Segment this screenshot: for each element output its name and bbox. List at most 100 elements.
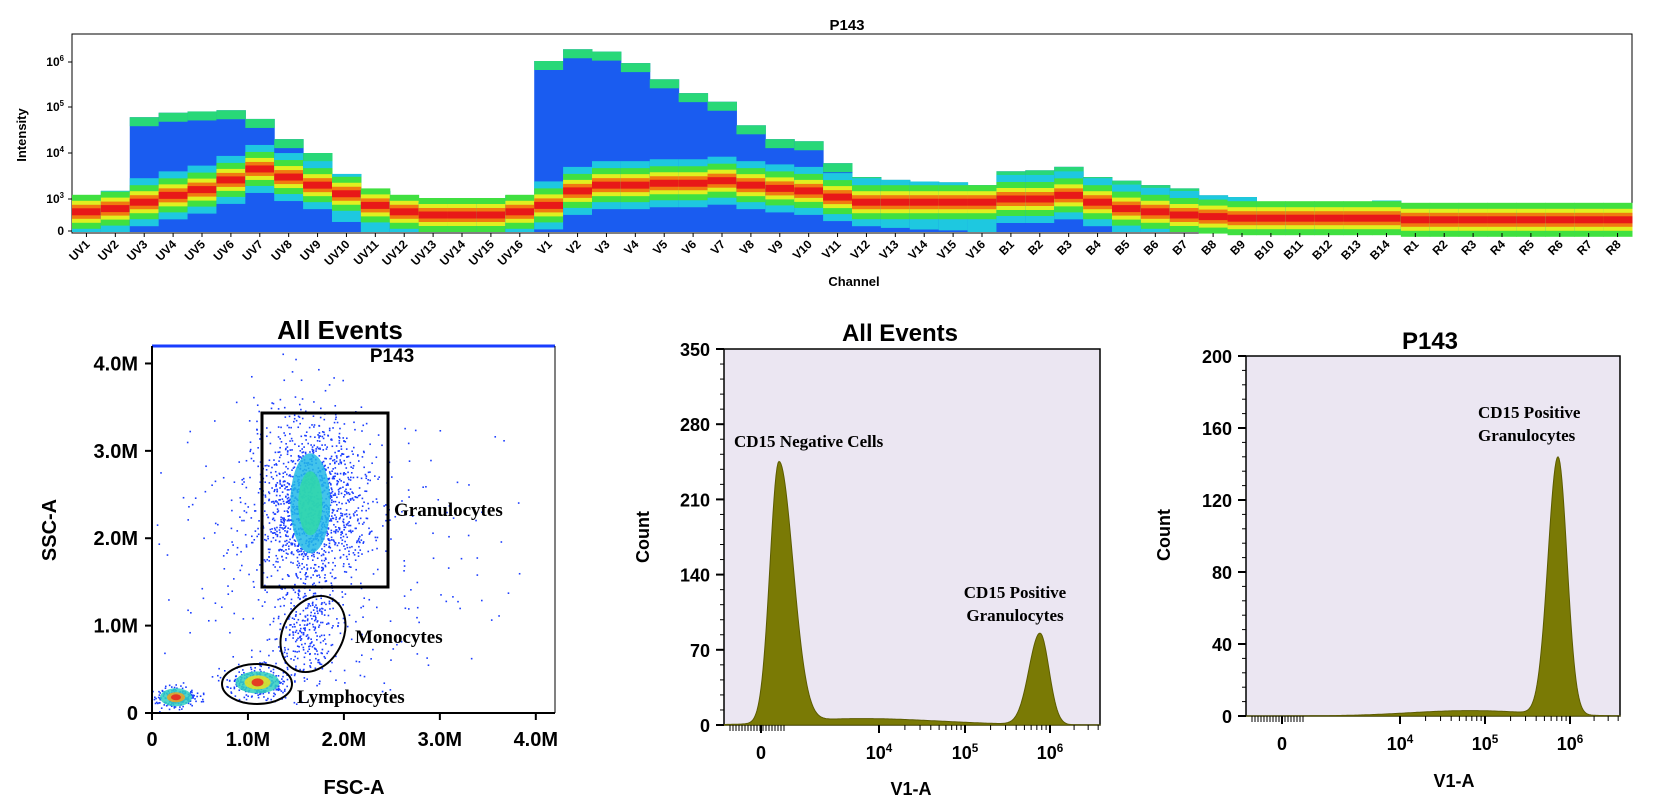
scatter-event xyxy=(278,540,281,543)
scatter-event xyxy=(334,532,337,534)
scatter-event xyxy=(335,460,338,463)
scatter-event xyxy=(277,617,280,620)
fsc-ssc-scatter: All Events P143 001.0M1.0M2.0M2.0M3.0M3.… xyxy=(39,315,558,799)
scatter-event xyxy=(236,553,238,556)
scatter-event xyxy=(319,448,321,450)
scatter-event xyxy=(278,456,281,459)
scatter-event xyxy=(265,469,268,471)
scatter-event xyxy=(334,418,337,421)
monocytes-gate xyxy=(279,594,347,674)
scatter-event xyxy=(328,427,331,430)
scatter-event xyxy=(329,539,331,542)
scatter-event xyxy=(381,444,383,447)
band-red-B7 xyxy=(1169,211,1200,219)
scatter-event xyxy=(287,496,290,499)
scatter-event xyxy=(324,564,327,567)
scatter-event xyxy=(278,646,280,648)
scatter-event xyxy=(263,559,266,561)
scatter-event xyxy=(230,692,233,694)
scatter-event xyxy=(289,433,291,435)
spectrum-x-tick-label: UV4 xyxy=(153,237,180,264)
scatter-event xyxy=(309,665,311,667)
scatter-event xyxy=(343,524,345,527)
scatter-event xyxy=(199,695,202,698)
scatter-event xyxy=(300,547,302,550)
scatter-event xyxy=(294,591,297,594)
scatter-event xyxy=(323,433,326,436)
scatter-event xyxy=(299,635,302,638)
scatter-event xyxy=(272,671,275,674)
band-red-UV10 xyxy=(332,190,362,198)
scatter-event xyxy=(341,591,344,593)
scatter-event xyxy=(302,455,304,457)
scatter-event xyxy=(334,494,337,496)
hist1-peak2-label-line2: Granulocytes xyxy=(966,606,1064,625)
scatter-event xyxy=(205,465,207,468)
scatter-event xyxy=(294,640,297,643)
scatter-event xyxy=(286,685,288,688)
scatter-event xyxy=(286,489,289,491)
scatter-event xyxy=(356,541,358,544)
scatter-event xyxy=(309,659,311,661)
scatter-event xyxy=(324,389,327,392)
band-red-R7 xyxy=(1574,216,1604,224)
hist-y-tick-label: 40 xyxy=(1212,635,1232,655)
scatter-event xyxy=(351,450,353,453)
scatter-event xyxy=(269,442,272,445)
scatter-event xyxy=(284,434,287,437)
scatter-event xyxy=(332,500,335,503)
scatter-event xyxy=(323,559,326,562)
scatter-event xyxy=(284,656,286,658)
scatter-event xyxy=(273,617,275,620)
scatter-event xyxy=(321,652,323,655)
scatter-event xyxy=(266,513,268,516)
spectrum-y-tick-label: 105 xyxy=(46,99,64,114)
hist-x-tick-label: 104 xyxy=(1387,733,1414,754)
scatter-event xyxy=(332,427,334,429)
scatter-event xyxy=(385,513,388,516)
scatter-event xyxy=(342,603,344,606)
scatter-event xyxy=(312,452,315,454)
scatter-event xyxy=(266,435,268,438)
scatter-event xyxy=(318,552,320,555)
scatter-event xyxy=(330,483,332,486)
scatter-event xyxy=(305,576,308,578)
scatter-event xyxy=(339,516,341,519)
scatter-event xyxy=(288,618,290,620)
scatter-event xyxy=(330,531,333,534)
scatter-event xyxy=(262,692,265,695)
scatter-event xyxy=(313,424,316,426)
spectrum-x-tick-label: UV2 xyxy=(95,237,122,264)
scatter-event xyxy=(301,451,304,454)
band-top-V7 xyxy=(707,101,737,111)
scatter-event xyxy=(201,698,204,701)
scatter-event xyxy=(346,546,349,549)
band-red-B8 xyxy=(1198,213,1229,221)
scatter-event xyxy=(173,686,176,689)
scatter-event xyxy=(334,475,336,478)
hist-y-tick-label: 160 xyxy=(1202,419,1232,439)
scatter-event xyxy=(277,675,280,677)
scatter-event xyxy=(233,686,236,689)
scatter-event xyxy=(416,606,419,609)
scatter-event xyxy=(257,465,260,468)
scatter-event xyxy=(314,612,316,615)
scatter-event xyxy=(328,633,331,636)
band-red-V9 xyxy=(765,184,795,192)
scatter-event xyxy=(302,627,305,630)
scatter-event xyxy=(297,637,299,640)
scatter-event xyxy=(327,478,330,481)
scatter-event xyxy=(351,497,353,500)
scatter-event xyxy=(306,624,308,627)
scatter-event xyxy=(259,693,261,696)
scatter-event xyxy=(300,435,303,438)
scatter-event xyxy=(294,681,296,683)
scatter-event xyxy=(235,675,238,677)
band-red-UV1 xyxy=(72,208,102,216)
scatter-event xyxy=(352,453,354,456)
scatter-event xyxy=(157,696,160,699)
scatter-event xyxy=(287,515,289,517)
scatter-event xyxy=(264,496,267,498)
scatter-event xyxy=(276,569,279,572)
spectrum-y-tick-label: 106 xyxy=(46,54,64,69)
